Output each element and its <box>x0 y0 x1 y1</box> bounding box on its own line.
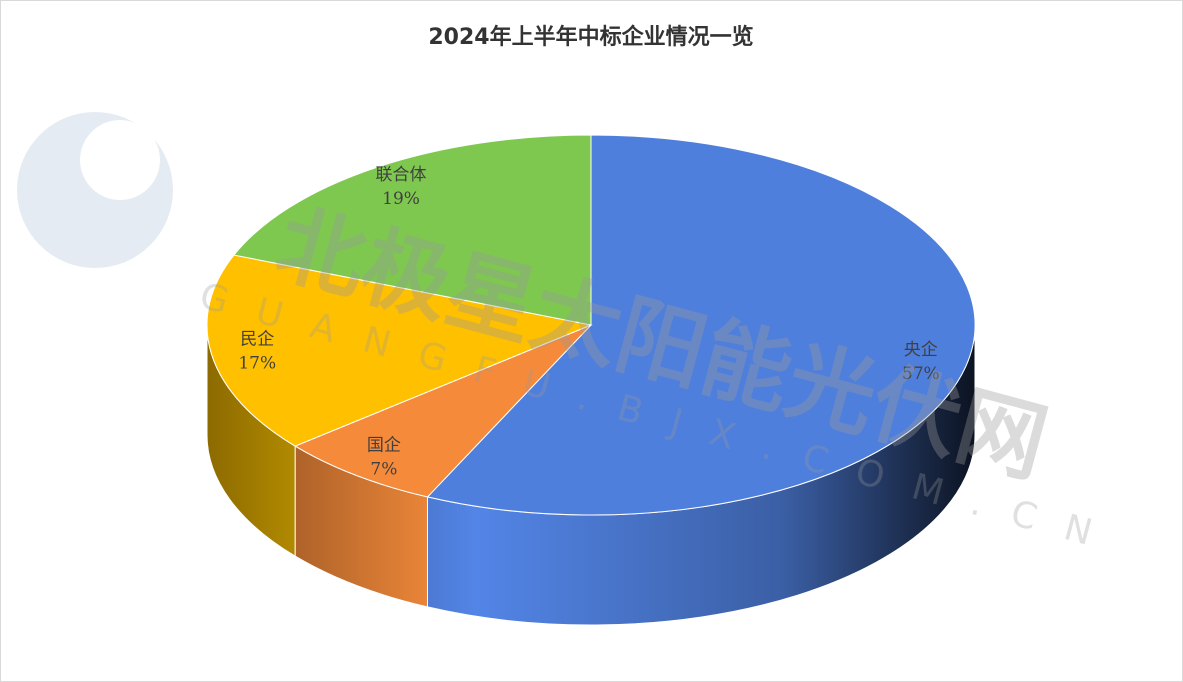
watermark-logo <box>17 112 173 268</box>
slice <box>294 324 592 498</box>
slice-label: 国企 <box>367 436 401 456</box>
slice-label: 联合体 <box>376 165 427 185</box>
slice <box>426 134 976 516</box>
slice <box>206 254 593 447</box>
chart-title: 2024年上半年中标企业情况一览 <box>428 24 753 50</box>
plot: 央企 57% 国企 7% 民企 17% 联合体 19% <box>206 134 976 626</box>
slice <box>233 134 592 326</box>
value-label: 17% <box>238 354 276 374</box>
value-label: 7% <box>370 460 397 480</box>
slice-label: 央企 <box>904 340 938 360</box>
slice-label: 民企 <box>240 330 274 350</box>
value-label: 57% <box>902 364 940 384</box>
value-label: 19% <box>382 189 420 209</box>
